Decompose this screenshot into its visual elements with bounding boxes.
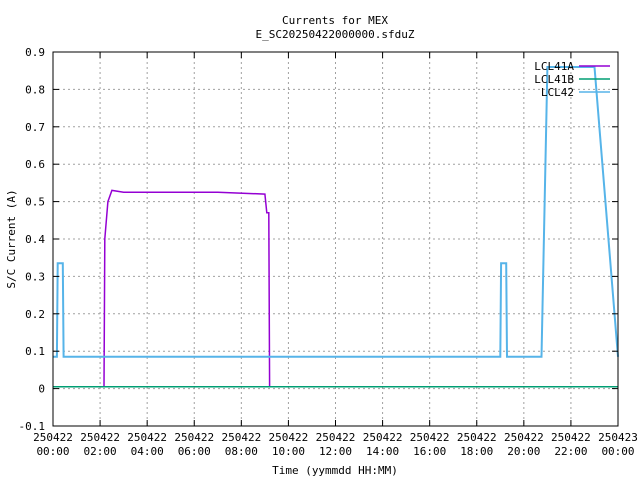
x-tick-time: 10:00 [272, 445, 305, 458]
y-tick-label: 0.1 [25, 345, 45, 358]
legend-label: LCL41A [534, 60, 574, 73]
x-tick-date: 250422 [221, 431, 261, 444]
x-tick-date: 250422 [504, 431, 544, 444]
x-tick-time: 04:00 [131, 445, 164, 458]
y-tick-label: 0.7 [25, 121, 45, 134]
x-tick-date: 250422 [551, 431, 591, 444]
x-tick-date: 250422 [363, 431, 403, 444]
x-axis-label: Time (yymmdd HH:MM) [272, 464, 398, 477]
chart-subtitle: E_SC20250422000000.sfduZ [256, 28, 415, 41]
y-tick-label: -0.1 [19, 420, 46, 433]
grid [53, 52, 618, 426]
y-tick-label: 0.6 [25, 158, 45, 171]
x-tick-time: 14:00 [366, 445, 399, 458]
y-tick-label: 0.2 [25, 308, 45, 321]
y-tick-label: 0.3 [25, 270, 45, 283]
x-tick-date: 250422 [410, 431, 450, 444]
x-tick-date: 250422 [33, 431, 73, 444]
x-tick-date: 250422 [174, 431, 214, 444]
x-tick-time: 00:00 [601, 445, 634, 458]
y-axis-label: S/C Current (A) [5, 189, 18, 288]
y-tick-label: 0.8 [25, 83, 45, 96]
x-tick-time: 16:00 [413, 445, 446, 458]
x-tick-time: 20:00 [507, 445, 540, 458]
y-tick-label: 0.5 [25, 196, 45, 209]
y-tick-label: 0.4 [25, 233, 45, 246]
y-tick-label: 0 [38, 383, 45, 396]
x-tick-date: 250422 [269, 431, 309, 444]
x-tick-date: 250423 [598, 431, 638, 444]
x-tick-date: 250422 [457, 431, 497, 444]
x-tick-time: 22:00 [554, 445, 587, 458]
ticks: -0.100.10.20.30.40.50.60.70.80.925042200… [19, 46, 638, 458]
x-tick-time: 12:00 [319, 445, 352, 458]
series-line-lcl42 [53, 66, 619, 358]
x-tick-time: 02:00 [84, 445, 117, 458]
legend-label: LCL42 [541, 86, 574, 99]
x-tick-date: 250422 [80, 431, 120, 444]
chart-title: Currents for MEX [282, 14, 388, 27]
x-tick-time: 18:00 [460, 445, 493, 458]
y-tick-label: 0.9 [25, 46, 45, 59]
x-tick-time: 08:00 [225, 445, 258, 458]
x-tick-time: 06:00 [178, 445, 211, 458]
series-layer [53, 66, 619, 388]
x-tick-date: 250422 [127, 431, 167, 444]
x-tick-time: 00:00 [36, 445, 69, 458]
x-tick-date: 250422 [316, 431, 356, 444]
legend-label: LCL41B [534, 73, 574, 86]
